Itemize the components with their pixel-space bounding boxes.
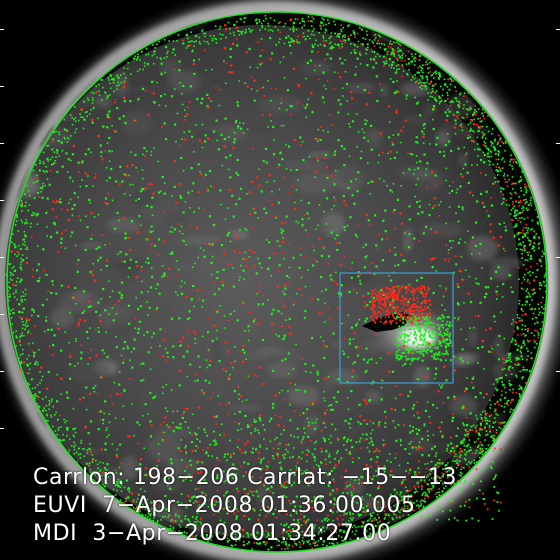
mdi-timestamp-caption: MDI 3−Apr−2008 01:34:27.00: [33, 521, 392, 546]
solar-disk: [5, 25, 519, 539]
euvi-timestamp-caption: EUVI 7−Apr−2008 01:36:00.005: [33, 493, 416, 518]
limb-circle: [6, 11, 548, 553]
axis-tick: [0, 86, 4, 87]
axis-tick: [556, 29, 560, 30]
axis-tick: [556, 143, 560, 144]
region-of-interest-box: [339, 272, 454, 384]
axis-tick: [0, 428, 4, 429]
axis-tick: [0, 143, 4, 144]
axis-tick: [556, 257, 560, 258]
axis-tick: [0, 257, 4, 258]
magnetic-field-footpoints: [5, 14, 548, 551]
axis-tick: [0, 314, 4, 315]
axis-tick: [556, 371, 560, 372]
carrington-coordinates-caption: Carrlon: 198−206 Carrlat: −15−−13: [33, 465, 458, 490]
axis-tick: [0, 29, 4, 30]
axis-tick: [0, 371, 4, 372]
axis-tick: [0, 200, 4, 201]
